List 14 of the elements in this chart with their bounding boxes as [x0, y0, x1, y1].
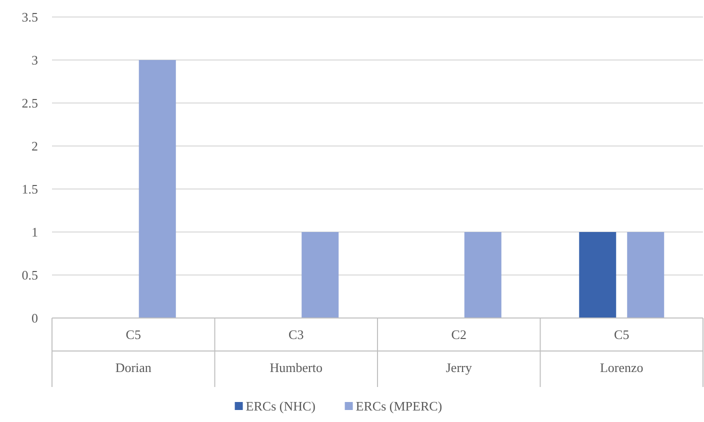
category-label: C5 Dorian: [115, 327, 152, 375]
y-tick-label: 1.5: [22, 182, 38, 197]
y-tick-label: 0.5: [22, 268, 38, 283]
y-tick-label: 2: [32, 138, 38, 154]
y-tick-label: 3: [32, 52, 38, 68]
category-label: C5 Lorenzo: [600, 327, 644, 375]
category-label: C3 Humberto: [270, 327, 322, 375]
y-tick-label: 3.5: [22, 10, 38, 25]
category-label: C2 Jerry: [446, 327, 472, 375]
legend-label: ERCs (MPERC): [356, 398, 442, 414]
y-tick-label: 0: [32, 310, 38, 326]
y-tick-label: 2.5: [22, 96, 38, 111]
legend-label: ERCs (NHC): [246, 398, 316, 414]
y-tick-label: 1: [32, 224, 38, 240]
